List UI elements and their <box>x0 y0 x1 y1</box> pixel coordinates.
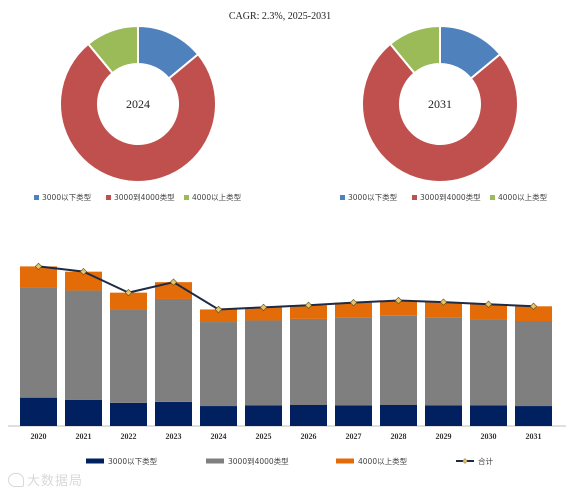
donut-slice <box>361 42 519 183</box>
bar-segment <box>110 402 147 426</box>
donut-chart-2024: 2024 <box>59 24 217 183</box>
bar-segment <box>290 318 327 405</box>
x-tick-label: 2024 <box>211 432 227 441</box>
legend-swatch <box>86 458 104 464</box>
bar-segment <box>425 302 462 318</box>
total-point <box>34 262 43 271</box>
total-point <box>214 305 223 314</box>
total-line <box>38 265 534 311</box>
watermark: 大数据局 <box>8 470 83 489</box>
bar-segment <box>335 405 372 426</box>
legend-swatch <box>340 195 345 200</box>
legend-swatch <box>106 195 111 200</box>
x-tick-label: 2026 <box>301 432 317 441</box>
legend-label: 3000以下类型 <box>42 192 92 202</box>
bar-segment <box>200 322 237 407</box>
bar-segment <box>20 287 57 398</box>
x-tick-label: 2020 <box>31 432 47 441</box>
bar-segment <box>290 305 327 319</box>
bar-segment <box>470 319 507 406</box>
total-point <box>439 298 448 306</box>
bar-segment <box>200 406 237 426</box>
bar-segment <box>515 321 552 407</box>
bar-segment <box>20 266 57 288</box>
legend-label: 4000以上类型 <box>498 192 548 202</box>
x-tick-label: 2028 <box>391 432 407 441</box>
bar-segment <box>425 405 462 426</box>
legend-label: 3000到4000类型 <box>420 192 481 202</box>
bar-segment <box>245 307 282 321</box>
donut-legend-2031: 3000以下类型 3000到4000类型 4000以上类型 <box>340 192 548 202</box>
bar-segment <box>110 309 147 403</box>
x-tick-label: 2023 <box>166 432 182 441</box>
bar-segment <box>335 302 372 318</box>
donut-slice <box>59 42 217 183</box>
donut-slice <box>86 24 139 75</box>
legend-label: 3000到4000类型 <box>228 456 289 466</box>
bar-segment <box>470 304 507 320</box>
donut-center-label: 2031 <box>428 97 452 111</box>
legend-swatch <box>490 195 495 200</box>
legend-swatch <box>336 458 354 464</box>
legend-label: 3000以下类型 <box>108 456 158 466</box>
legend-label: 3000到4000类型 <box>114 192 175 202</box>
bar-segment <box>380 315 417 405</box>
legend-swatch <box>34 195 39 200</box>
bar-segment <box>380 300 417 316</box>
bar-segment <box>155 401 192 426</box>
bar-segment <box>65 290 102 400</box>
donut-center-label: 2024 <box>126 97 150 111</box>
bar-segment <box>515 406 552 426</box>
total-point <box>484 300 493 308</box>
stacked-bar-chart: 2020 2021 2022 2023 2024 2025 2026 2027 2028 2029… <box>8 262 566 441</box>
x-tick-label: 2027 <box>346 432 362 441</box>
total-point <box>79 268 88 276</box>
bar-segment <box>155 298 192 402</box>
bar-segment <box>20 397 57 426</box>
bar-legend: 3000以下类型 3000到4000类型 4000以上类型 合计 <box>86 456 493 466</box>
donut-slice <box>388 24 441 75</box>
total-point <box>124 289 133 297</box>
chart-title: CAGR: 2.3%, 2025-2031 <box>229 11 331 22</box>
bar-segment <box>425 317 462 406</box>
watermark-text: 大数据局 <box>27 474 84 489</box>
bar-segment <box>335 317 372 406</box>
total-point <box>394 296 403 305</box>
total-point <box>259 303 268 311</box>
legend-swatch <box>184 195 189 200</box>
total-point <box>529 302 538 310</box>
bar-segment <box>470 405 507 426</box>
bar-segment <box>245 405 282 426</box>
total-point <box>304 301 313 309</box>
bar-segment <box>380 405 417 426</box>
x-tick-label: 2025 <box>256 432 272 441</box>
legend-marker <box>462 458 468 464</box>
x-tick-label: 2029 <box>436 432 452 441</box>
x-tick-label: 2021 <box>76 432 92 441</box>
watermark-logo-icon <box>8 473 24 487</box>
x-tick-label: 2030 <box>481 432 497 441</box>
legend-label: 合计 <box>478 456 493 466</box>
bar-segment <box>65 399 102 426</box>
legend-label: 4000以上类型 <box>358 456 408 466</box>
legend-swatch <box>206 458 224 464</box>
bar-segment <box>200 309 237 323</box>
legend-label: 3000以下类型 <box>348 192 398 202</box>
bar-segment <box>155 282 192 299</box>
legend-label: 4000以上类型 <box>192 192 242 202</box>
total-point <box>169 278 178 286</box>
donut-chart-2031: 2031 <box>361 24 519 183</box>
x-tick-label: 2031 <box>526 432 542 441</box>
bar-segment <box>290 405 327 426</box>
total-point <box>349 299 358 307</box>
bar-segment <box>245 320 282 406</box>
legend-swatch <box>412 195 417 200</box>
donut-legend-2024: 3000以下类型 3000到4000类型 4000以上类型 <box>34 192 242 202</box>
bar-segment <box>515 306 552 321</box>
bar-segment <box>110 292 147 310</box>
x-tick-label: 2022 <box>121 432 137 441</box>
